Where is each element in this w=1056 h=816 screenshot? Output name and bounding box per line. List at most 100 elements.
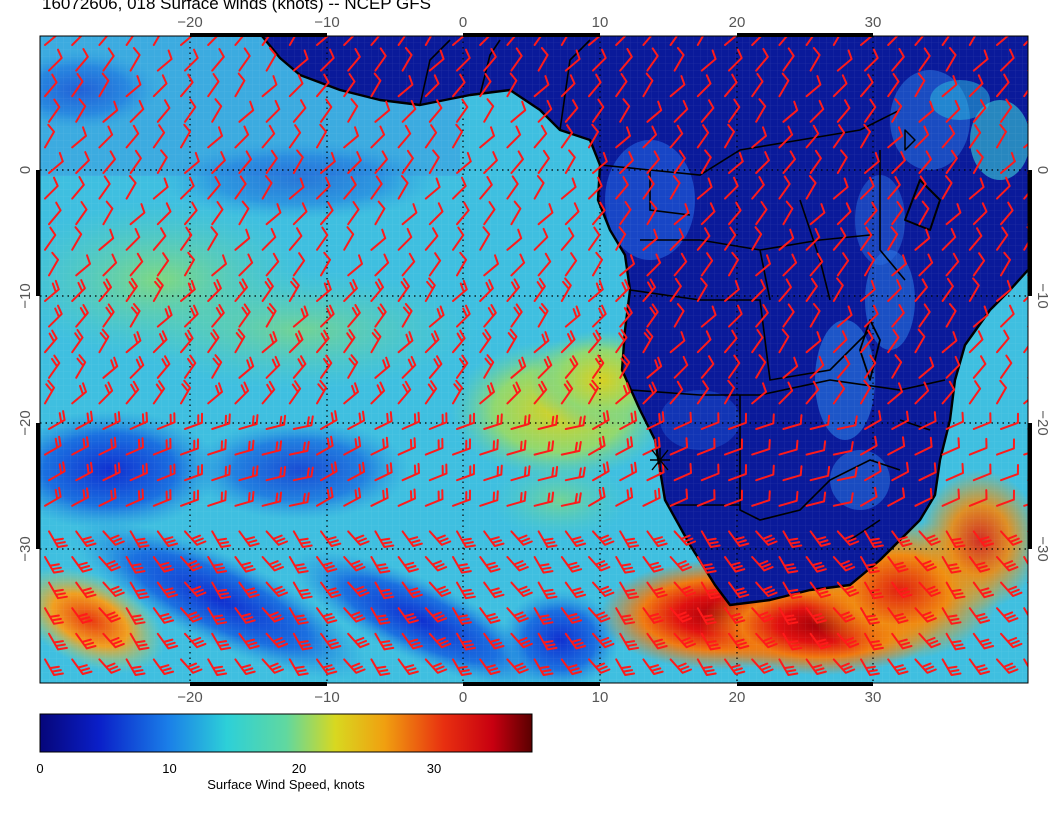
- wind-barb: [537, 530, 558, 548]
- wind-barb: [809, 632, 831, 650]
- wind-barb: [156, 99, 171, 123]
- wind-barb: [428, 202, 444, 226]
- wind-barb: [755, 201, 768, 226]
- wind-barb: [615, 658, 636, 676]
- wind-barb: [320, 304, 335, 328]
- wind-barb: [261, 277, 274, 302]
- wind-barb: [98, 607, 121, 623]
- wind-barb: [207, 126, 223, 149]
- wind-barb: [479, 439, 499, 456]
- wind-barb: [75, 632, 97, 650]
- wind-barb: [98, 487, 117, 507]
- wind-barb: [941, 175, 953, 200]
- wind-barb: [288, 658, 309, 676]
- wind-barb: [564, 415, 586, 430]
- wind-barb: [724, 438, 743, 456]
- wind-barb: [347, 201, 360, 226]
- wind-barb: [1000, 48, 1015, 72]
- wind-barb: [98, 381, 114, 405]
- wind-barb: [588, 36, 602, 46]
- wind-barb: [669, 380, 684, 405]
- lon-label: 10: [592, 14, 609, 31]
- wind-barb: [755, 530, 778, 546]
- wind-barb: [125, 124, 140, 149]
- wind-barb: [996, 123, 1007, 149]
- wind-barb: [755, 464, 775, 482]
- wind-barb: [44, 329, 58, 354]
- wind-barb: [864, 251, 875, 277]
- wind-barb: [914, 278, 928, 302]
- wind-barb: [98, 658, 121, 674]
- wind-barb: [238, 253, 254, 277]
- wind-barb: [968, 658, 991, 675]
- wind-barb: [646, 411, 665, 430]
- lon-label: 0: [459, 14, 467, 31]
- wind-barb: [696, 227, 711, 251]
- wind-barb: [401, 355, 417, 379]
- wind-barb: [238, 632, 260, 650]
- wind-barb: [129, 530, 150, 548]
- wind-barb: [238, 100, 255, 123]
- wind-barb: [778, 175, 791, 200]
- wind-barb: [265, 632, 288, 649]
- wind-barb: [805, 658, 827, 675]
- wind-barb: [619, 632, 640, 651]
- wind-barb: [891, 201, 904, 226]
- wind-barb: [941, 331, 958, 354]
- map-title: 16072606, 018 Surface winds (knots) -- N…: [42, 0, 431, 13]
- wind-barb: [184, 201, 198, 226]
- wind-barb: [615, 73, 628, 98]
- wind-barb: [207, 36, 219, 46]
- wind-barb: [316, 607, 338, 624]
- wind-barb: [452, 123, 463, 149]
- wind-barb: [401, 581, 423, 599]
- wind-barb: [782, 465, 803, 482]
- wind-barb: [403, 685, 422, 700]
- wind-barb: [941, 277, 954, 302]
- wind-barb: [292, 252, 306, 277]
- wind-barb: [615, 436, 634, 456]
- wind-barb: [537, 632, 558, 651]
- wind-barb: [778, 228, 795, 251]
- wind-barb: [537, 47, 549, 72]
- wind-barb: [184, 48, 199, 72]
- wind-barb: [456, 464, 475, 482]
- wind-barb: [428, 149, 440, 174]
- wind-barb: [374, 303, 387, 328]
- lon-label: −10: [314, 689, 339, 706]
- wind-barb: [564, 581, 587, 599]
- wind-barb: [864, 581, 884, 600]
- wind-barb: [996, 607, 1019, 623]
- wind-barb: [968, 380, 982, 405]
- wind-barb: [75, 410, 94, 430]
- wind-barb: [238, 465, 259, 482]
- wind-barb: [424, 658, 448, 674]
- wind-barb: [207, 279, 222, 302]
- wind-barb: [510, 465, 531, 482]
- wind-barb: [261, 607, 284, 623]
- wind-barb: [560, 492, 582, 507]
- wind-barb: [724, 556, 746, 573]
- wind-barb: [1027, 376, 1028, 379]
- wind-barb: [836, 530, 860, 546]
- wind-barb: [700, 99, 715, 123]
- lon-label: 10: [592, 689, 609, 706]
- wind-barb: [211, 464, 231, 482]
- wind-barb: [239, 685, 258, 700]
- wind-barb: [1000, 530, 1023, 546]
- wind-barb: [207, 607, 228, 625]
- wind-barb: [669, 175, 681, 200]
- wind-barb: [537, 465, 559, 482]
- wind-barb: [669, 488, 688, 507]
- wind-barb: [397, 488, 416, 507]
- wind-barb: [782, 200, 794, 226]
- wind-barb: [537, 303, 549, 328]
- wind-barb: [452, 329, 466, 354]
- wind-barb: [71, 126, 87, 149]
- wind-barb: [370, 658, 391, 676]
- wind-barb: [860, 556, 880, 574]
- wind-barb: [71, 382, 87, 405]
- wind-barb: [533, 36, 543, 46]
- lon-label: 20: [729, 689, 746, 706]
- wind-barb: [316, 176, 331, 200]
